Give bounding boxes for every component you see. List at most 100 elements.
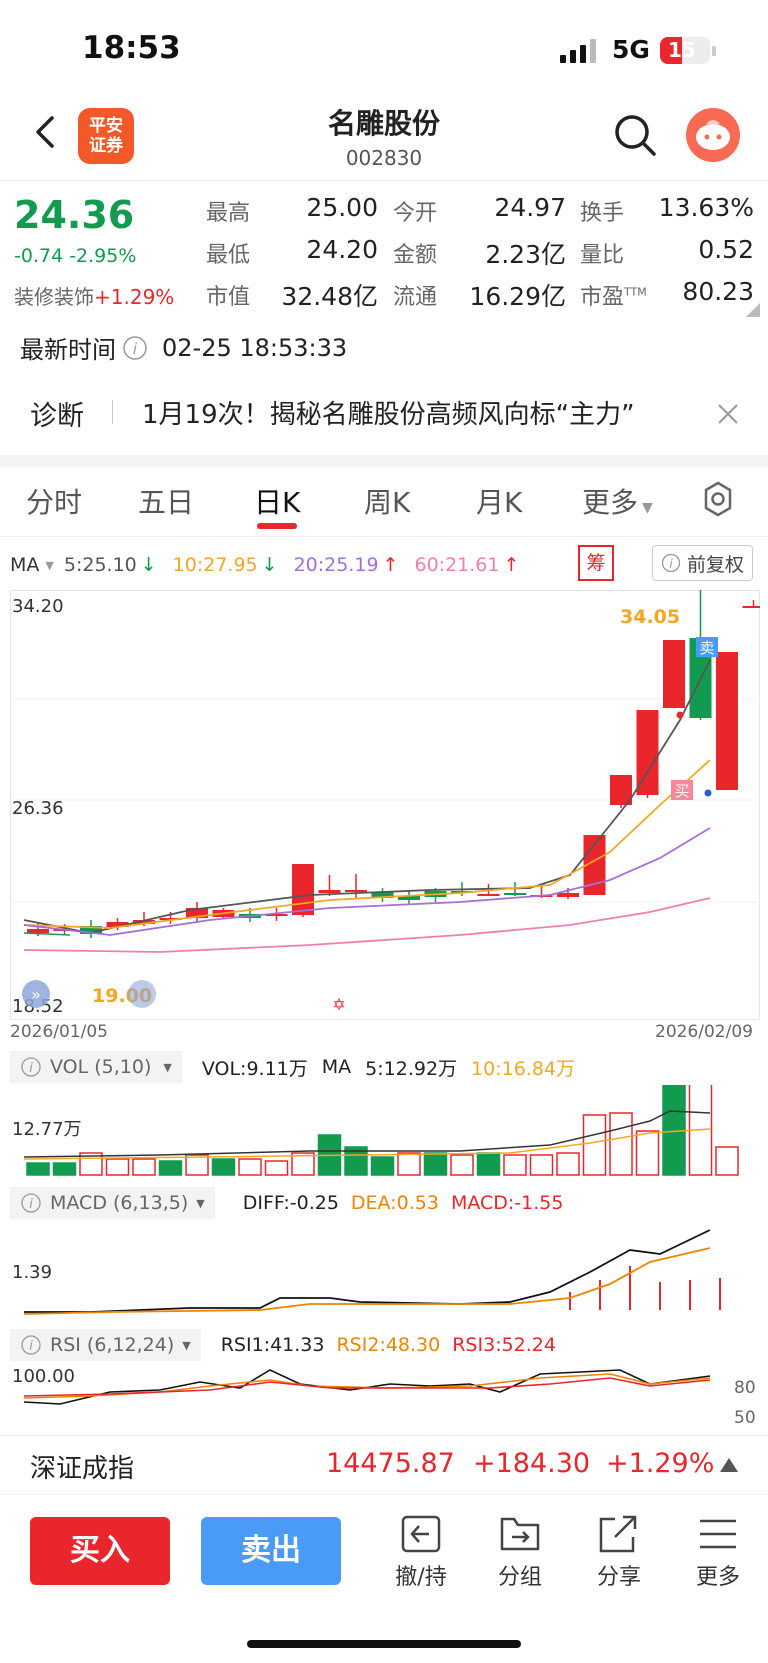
open-label: 今开 <box>393 201 438 226</box>
chip-distribution-button[interactable]: 筹 <box>578 545 614 581</box>
tab-more[interactable]: 更多 ▼ <box>582 486 653 519</box>
volume-bars-group <box>26 1085 739 1176</box>
tab-weekly-k[interactable]: 周K <box>364 486 411 519</box>
rsi3-value: RSI3:52.24 <box>452 1334 556 1356</box>
index-percent: +1.29% <box>606 1448 715 1479</box>
candle-body <box>186 908 208 918</box>
rsi-selector[interactable]: i RSI (6,12,24) ▼ <box>10 1329 201 1361</box>
buy-button[interactable]: 买入 <box>30 1517 170 1585</box>
info-icon: i <box>661 553 681 573</box>
expand-corner-icon[interactable] <box>746 303 760 317</box>
end-date: 2026/02/09 <box>655 1022 753 1042</box>
cancel-hold-button[interactable]: 撤/持 <box>381 1515 461 1591</box>
rsi-50-label: 50 <box>734 1408 756 1428</box>
update-time-label: 最新时间 <box>20 336 116 364</box>
expand-arrows-icon[interactable] <box>22 980 50 1008</box>
home-indicator <box>247 1640 521 1648</box>
update-time-row: 最新时间 i 02-25 18:53:33 <box>20 330 347 365</box>
vol-legend: i VOL (5,10) ▼ VOL:9.11万 MA 5:12.92万 10:1… <box>10 1050 760 1084</box>
macd-chart[interactable]: 1.39 <box>10 1222 760 1322</box>
ma20-up-arrow-icon: ↑ <box>382 554 399 576</box>
tab-five-day[interactable]: 五日 <box>138 486 195 519</box>
chevron-down-icon: ▼ <box>163 1060 172 1074</box>
adjust-price-button[interactable]: i 前复权 <box>652 545 754 581</box>
action-bar: 买入 卖出 撤/持 分组 分享 更多 <box>0 1497 768 1637</box>
more-label: 更多 <box>695 1565 740 1590</box>
settings-gear-icon[interactable] <box>700 481 736 517</box>
candle-body <box>159 918 182 920</box>
index-ticker[interactable]: 深证成指 14475.87 +184.30 +1.29% <box>0 1435 768 1495</box>
candle-body <box>636 710 659 795</box>
svg-text:i: i <box>133 340 138 358</box>
sell-marker[interactable] <box>696 637 718 657</box>
sector-info[interactable]: 装修装饰+1.29% <box>14 281 174 310</box>
info-icon: i <box>21 1335 41 1355</box>
turnover-label: 换手 <box>580 201 625 226</box>
candle-body <box>371 892 394 898</box>
ma10-down-arrow-icon: ↓ <box>261 554 278 576</box>
info-icon[interactable]: i <box>122 335 148 361</box>
signal-icon <box>560 39 596 63</box>
volume-chart[interactable]: 12.77万 <box>10 1085 760 1177</box>
y-mid-label: 26.36 <box>12 798 64 819</box>
vol-ma5: 5:12.92万 <box>365 1057 458 1080</box>
tab-monthly-k[interactable]: 月K <box>476 486 523 519</box>
more-button[interactable]: 更多 <box>678 1515 758 1591</box>
rsi2-value: RSI2:48.30 <box>336 1334 441 1356</box>
macd-selector[interactable]: i MACD (6,13,5) ▼ <box>10 1187 215 1219</box>
share-label: 分享 <box>596 1565 641 1590</box>
macd-bars-group <box>569 1266 721 1310</box>
tab-intraday[interactable]: 分时 <box>26 486 83 519</box>
ma60-line <box>23 897 711 953</box>
diagnosis-banner[interactable]: 诊断 1月19次！揭秘名雕股份高频风向标“主力” <box>0 384 768 454</box>
volume-bar <box>715 1146 739 1176</box>
index-change: +184.30 <box>473 1448 591 1479</box>
amount-label: 金额 <box>393 243 438 268</box>
rsi-chart[interactable]: 100.00 80 50 <box>10 1362 760 1430</box>
search-icon[interactable] <box>612 112 658 158</box>
ma-lines-group <box>23 659 711 953</box>
float-cap-label: 流通 <box>393 285 438 310</box>
vol-ma10-line <box>23 1128 711 1160</box>
volume-bar <box>397 1152 421 1176</box>
candle-body <box>557 893 579 897</box>
index-name: 深证成指 <box>30 1454 135 1484</box>
volume-bar <box>52 1162 77 1176</box>
status-bar: 18:53 5G 15 <box>0 0 768 100</box>
volume-bar <box>238 1158 262 1176</box>
volume-bar <box>291 1152 315 1176</box>
chevron-up-icon[interactable] <box>720 1458 738 1472</box>
ma-legend: MA ▼ 5:25.10 ↓ 10:27.95 ↓ 20:25.19 ↑ 60:21.… <box>10 545 760 585</box>
market-cap-value: 32.48亿 <box>281 282 378 311</box>
share-button[interactable]: 分享 <box>579 1515 659 1591</box>
ma-label[interactable]: MA <box>10 554 40 576</box>
broker-logo[interactable]: 平安 证券 <box>78 108 134 164</box>
ma20-line <box>23 827 711 936</box>
close-icon[interactable] <box>716 402 740 426</box>
group-button[interactable]: 分组 <box>480 1515 560 1591</box>
tab-daily-k[interactable]: 日K <box>254 486 301 519</box>
volume-bar <box>264 1160 289 1176</box>
rsi-lines-group <box>23 1369 711 1405</box>
diff-line <box>24 1229 711 1313</box>
event-star-icon: ✡ <box>332 995 345 1014</box>
back-icon[interactable] <box>26 112 66 152</box>
buy-marker[interactable] <box>671 780 693 800</box>
quote-panel: 24.36 -0.74 -2.95% 装修装饰+1.29% 最高 25.00 今… <box>0 180 768 320</box>
folder-icon <box>500 1517 540 1551</box>
assistant-avatar-icon[interactable] <box>686 108 740 162</box>
marker-circle-icon[interactable] <box>128 980 156 1008</box>
chevron-down-icon: ▼ <box>182 1338 191 1352</box>
sell-button[interactable]: 卖出 <box>201 1517 341 1585</box>
vol-selector[interactable]: i VOL (5,10) ▼ <box>10 1051 182 1083</box>
last-price: 24.36 <box>14 193 135 237</box>
buy-marker-label: 买 <box>674 782 689 800</box>
candle-body <box>265 914 288 916</box>
candle-body <box>106 922 129 927</box>
candle-body <box>318 890 341 893</box>
chevron-down-icon: ▼ <box>642 500 653 516</box>
diagnosis-text[interactable]: 1月19次！揭秘名雕股份高频风向标“主力” <box>142 400 635 430</box>
low-label: 最低 <box>206 243 251 268</box>
update-time-value: 02-25 18:53:33 <box>162 333 348 362</box>
kline-chart[interactable]: 34.20 26.36 18.52 34.05 19.00 卖 买 » ✡ <box>10 590 760 1020</box>
